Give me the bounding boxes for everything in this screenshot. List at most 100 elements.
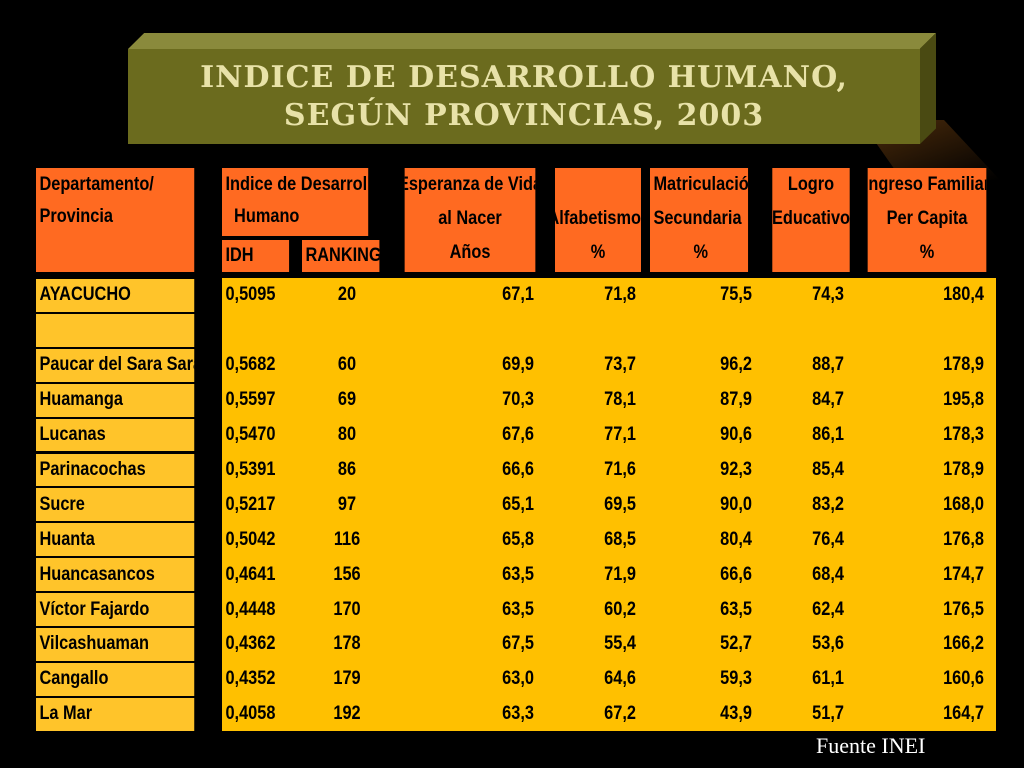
title-bevel-right (920, 33, 936, 144)
header-alfabetismo-unit: % (590, 242, 606, 263)
cell-idh (222, 313, 289, 348)
cell-ingreso: 164,7 (943, 703, 984, 725)
row-name: Víctor Fajardo (36, 593, 195, 626)
cell-matriculacion (666, 313, 764, 348)
row-name: Paucar del Sara Sara (36, 348, 195, 382)
cell-alfabetismo: 60,2 (604, 598, 636, 620)
cell-esperanza: 63,0 (502, 668, 534, 690)
cell-ingreso: 195,8 (943, 389, 984, 411)
cell-ingreso: 178,9 (943, 458, 984, 480)
title-face: INDICE DE DESARROLLO HUMANO, SEGÚN PROVI… (128, 49, 920, 144)
cell-logro (779, 313, 856, 348)
cell-ranking: 192 (333, 703, 361, 725)
cell-esperanza: 67,5 (502, 633, 534, 655)
cell-ranking: 60 (337, 354, 357, 376)
cell-ingreso (877, 313, 996, 348)
cell-ranking: 156 (333, 563, 361, 585)
cell-alfabetismo: 64,6 (604, 668, 636, 690)
cell-logro: 85,4 (812, 458, 844, 480)
header-idh-group-line2: Humano (234, 206, 300, 227)
row-name: Huanta (36, 523, 195, 557)
cell-logro: 61,1 (812, 668, 844, 690)
cell-logro: 76,4 (812, 528, 844, 550)
cell-alfabetismo: 69,5 (604, 493, 636, 515)
title-box: INDICE DE DESARROLLO HUMANO, SEGÚN PROVI… (128, 33, 936, 144)
cell-ranking: 80 (337, 424, 357, 446)
cell-esperanza: 67,6 (502, 424, 534, 446)
header-esperanza-line1: Esperanza de Vida (404, 174, 536, 195)
cell-logro: 62,4 (812, 598, 844, 620)
cell-logro: 53,6 (812, 633, 844, 655)
cell-matriculacion: 63,5 (720, 598, 752, 620)
cell-alfabetismo: 71,8 (604, 284, 636, 306)
cell-alfabetismo: 55,4 (604, 633, 636, 655)
cell-alfabetismo: 71,6 (604, 458, 636, 480)
title-bevel-top (128, 33, 936, 49)
cell-idh: 0,5682 (225, 354, 276, 376)
cell-ranking: 116 (333, 528, 361, 550)
header-alfabetismo-label: Alfabetismo (555, 208, 641, 229)
cell-matriculacion: 96,2 (720, 354, 752, 376)
hdi-table: Departamento/Provincia Indice de Desarrol… (36, 168, 996, 731)
cell-ranking: 179 (333, 668, 361, 690)
cell-matriculacion: 52,7 (720, 633, 752, 655)
cell-esperanza: 65,8 (502, 528, 534, 550)
header-matriculacion: Matriculación Secundaria% (650, 168, 749, 272)
cell-esperanza: 63,5 (502, 598, 534, 620)
cell-ingreso: 178,3 (943, 424, 984, 446)
row-name: AYACUCHO (36, 279, 195, 312)
cell-alfabetismo (562, 313, 648, 348)
cell-alfabetismo: 78,1 (604, 389, 636, 411)
cell-logro: 68,4 (812, 563, 844, 585)
header-matriculacion-unit: % (693, 242, 709, 263)
row-name: Cangallo (36, 662, 195, 696)
cell-ingreso: 160,6 (943, 668, 984, 690)
cell-ingreso: 180,4 (943, 284, 984, 306)
cell-alfabetismo: 73,7 (604, 354, 636, 376)
cell-alfabetismo: 77,1 (604, 424, 636, 446)
source-note: Fuente INEI (816, 733, 926, 758)
cell-esperanza: 69,9 (502, 354, 534, 376)
header-ingreso: Ingreso Familiar Per Capita% (867, 168, 987, 272)
cell-idh: 0,5042 (225, 528, 276, 550)
cell-idh: 0,4058 (225, 703, 276, 725)
row-name (36, 313, 195, 347)
cell-idh: 0,4362 (225, 633, 276, 655)
row-name: La Mar (36, 697, 195, 731)
header-ingreso-line1: Ingreso Familiar (867, 174, 987, 195)
cell-alfabetismo: 67,2 (604, 703, 636, 725)
title-line-1: INDICE DE DESARROLLO HUMANO, (200, 59, 848, 95)
cell-ingreso: 168,0 (943, 493, 984, 515)
header-ingreso-unit: % (919, 242, 935, 263)
cell-alfabetismo: 68,5 (604, 528, 636, 550)
header-logro-line2: Educativo (772, 208, 850, 229)
cell-alfabetismo: 71,9 (604, 563, 636, 585)
row-name: Lucanas (36, 418, 195, 452)
cell-matriculacion: 59,3 (720, 668, 752, 690)
header-departamento: Departamento/Provincia (36, 168, 195, 272)
cell-idh: 0,5597 (225, 389, 276, 411)
row-name: Parinacochas (36, 453, 195, 487)
row-name: Huamanga (36, 383, 195, 417)
cell-ranking: 97 (337, 493, 357, 515)
row-name: Huancasancos (36, 558, 195, 592)
cell-ranking: 170 (333, 598, 361, 620)
cell-logro: 86,1 (812, 424, 844, 446)
cell-idh: 0,5391 (225, 458, 276, 480)
cell-ingreso: 176,5 (943, 598, 984, 620)
cell-logro: 74,3 (812, 284, 844, 306)
cell-idh: 0,4448 (225, 598, 276, 620)
cell-idh: 0,4352 (225, 668, 276, 690)
cell-ingreso: 166,2 (943, 633, 984, 655)
cell-ranking: 178 (333, 633, 361, 655)
header-alfabetismo: Alfabetismo% (555, 168, 641, 272)
cell-matriculacion: 90,0 (720, 493, 752, 515)
cell-logro: 51,7 (812, 703, 844, 725)
cell-esperanza: 70,3 (502, 389, 534, 411)
cell-ingreso: 178,9 (943, 354, 984, 376)
cell-matriculacion: 75,5 (720, 284, 752, 306)
cell-esperanza: 65,1 (502, 493, 534, 515)
header-logro-line1: Logro (787, 174, 835, 195)
row-name: Sucre (36, 488, 195, 522)
header-esperanza: Esperanza de Vida al Nacer Años (404, 168, 536, 272)
